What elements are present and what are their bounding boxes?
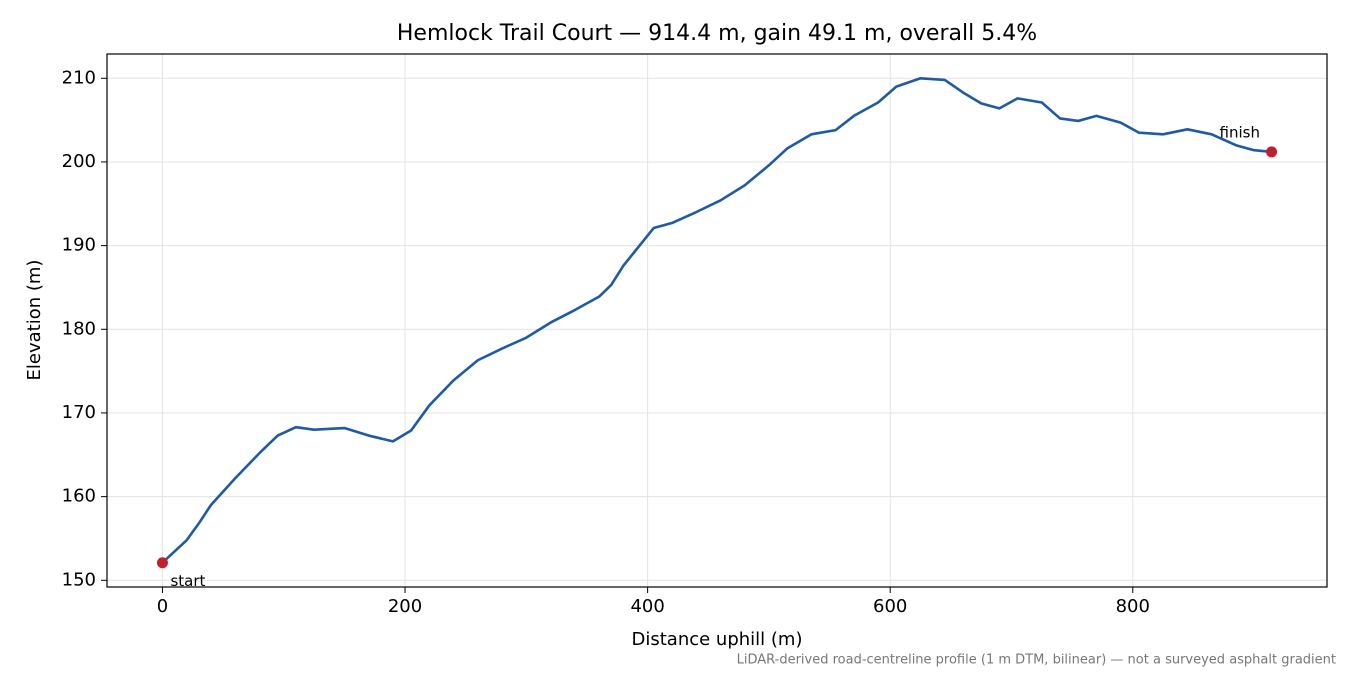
- x-tick-label: 400: [630, 596, 664, 617]
- line-series: [161, 76, 1272, 564]
- plot-frame: [106, 53, 1328, 588]
- x-axis-label: Distance uphill (m): [632, 629, 803, 650]
- y-tick-label: 180: [62, 318, 96, 339]
- chart-title: Hemlock Trail Court — 914.4 m, gain 49.1…: [397, 21, 1037, 46]
- y-axis-label: Elevation (m): [24, 260, 45, 381]
- x-tick-label: 600: [873, 596, 907, 617]
- y-tick-label: 160: [62, 486, 96, 507]
- x-tick-label: 0: [157, 596, 168, 617]
- y-tick-label: 210: [62, 67, 96, 88]
- start-marker: [156, 557, 168, 569]
- finish-marker: [1266, 146, 1278, 158]
- y-tick-label: 150: [62, 569, 96, 590]
- finish-label: finish: [1220, 123, 1260, 141]
- y-tick-label: 170: [62, 402, 96, 423]
- y-tick-label: 200: [62, 151, 96, 172]
- y-tick-label: 190: [62, 235, 96, 256]
- x-tick-label: 800: [1116, 596, 1150, 617]
- x-tick-label: 200: [388, 596, 422, 617]
- start-label: start: [170, 572, 205, 590]
- footnote: LiDAR-derived road-centreline profile (1…: [737, 653, 1336, 668]
